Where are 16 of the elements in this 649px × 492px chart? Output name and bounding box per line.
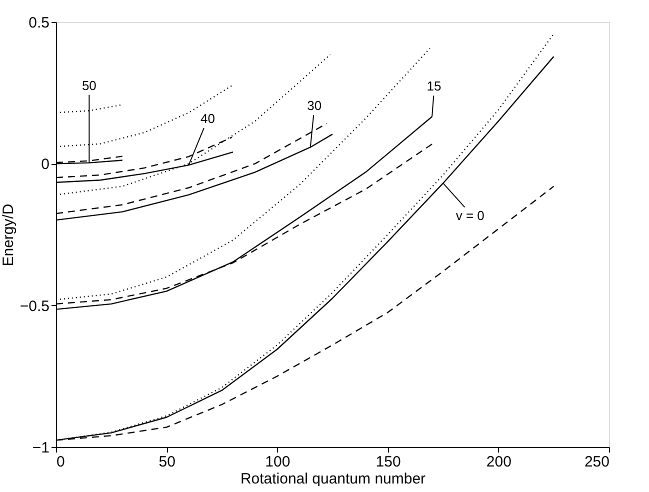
- x-tick-label: 150: [376, 454, 401, 470]
- annotation: v = 0: [456, 208, 484, 224]
- annotation: 40: [200, 111, 215, 126]
- annotation: 30: [307, 98, 322, 114]
- annotation: 50: [82, 78, 96, 93]
- x-tick-label: 100: [265, 454, 290, 470]
- x-tick-label: 200: [486, 454, 512, 470]
- y-tick-label: 0.5: [28, 14, 50, 32]
- y-tick-label: −1: [32, 440, 50, 456]
- x-tick-label: 250: [584, 454, 610, 470]
- y-tick-label: 0: [41, 156, 50, 174]
- y-axis-title: Energy/D: [0, 204, 17, 266]
- annotation: 15: [426, 78, 442, 94]
- x-tick-label: 50: [158, 454, 176, 470]
- y-tick-label: −0.5: [20, 298, 50, 315]
- x-tick-label: 0: [56, 454, 65, 470]
